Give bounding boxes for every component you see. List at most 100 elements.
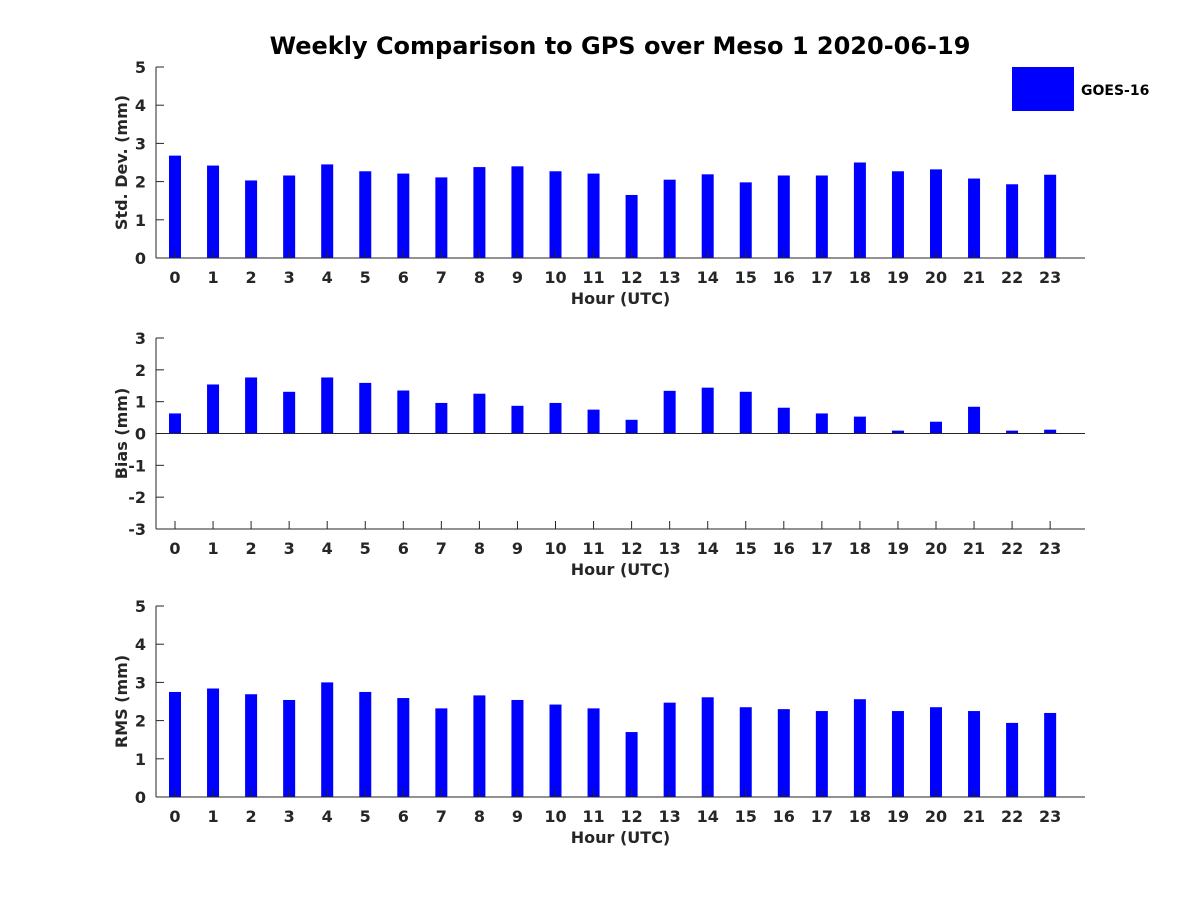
y-tick-label-std-4: 4 bbox=[135, 96, 146, 115]
x-tick-label-rms-6: 6 bbox=[398, 807, 409, 826]
bar-rms-hour-1 bbox=[207, 688, 220, 797]
bar-bias-hour-8 bbox=[473, 393, 486, 434]
x-tick-label-bias-15: 15 bbox=[735, 539, 757, 558]
bar-std-hour-20 bbox=[930, 169, 942, 258]
x-tick-label-rms-18: 18 bbox=[849, 807, 871, 826]
bar-bias-hour-6 bbox=[397, 390, 410, 434]
legend: GOES-16 bbox=[1012, 67, 1149, 111]
y-tick-label-bias-0: -3 bbox=[128, 520, 146, 539]
bar-bias-hour-20 bbox=[930, 421, 942, 434]
x-tick-label-rms-19: 19 bbox=[887, 807, 909, 826]
y-tick-label-bias-5: 2 bbox=[135, 361, 146, 380]
x-tick-label-bias-6: 6 bbox=[398, 539, 409, 558]
bar-rms-hour-21 bbox=[968, 711, 981, 797]
x-tick-label-std-13: 13 bbox=[659, 268, 681, 287]
bar-rms-hour-12 bbox=[625, 732, 638, 797]
chart-title: Weekly Comparison to GPS over Meso 1 202… bbox=[270, 32, 971, 60]
y-tick-label-rms-5: 5 bbox=[135, 597, 146, 616]
x-tick-label-std-23: 23 bbox=[1039, 268, 1061, 287]
x-tick-label-std-0: 0 bbox=[169, 268, 180, 287]
x-tick-label-bias-4: 4 bbox=[322, 539, 333, 558]
x-tick-label-rms-22: 22 bbox=[1001, 807, 1023, 826]
bar-bias-hour-22 bbox=[1006, 430, 1019, 434]
bar-std-hour-7 bbox=[435, 177, 448, 258]
bar-std-hour-8 bbox=[473, 167, 486, 258]
y-tick-label-rms-0: 0 bbox=[135, 788, 146, 807]
x-tick-label-bias-21: 21 bbox=[963, 539, 985, 558]
x-tick-label-bias-3: 3 bbox=[284, 539, 295, 558]
x-tick-label-rms-15: 15 bbox=[735, 807, 757, 826]
y-axis-label-bias: Bias (mm) bbox=[112, 388, 131, 480]
y-tick-label-bias-1: -2 bbox=[128, 488, 146, 507]
bar-rms-hour-14 bbox=[701, 697, 714, 797]
y-tick-label-bias-2: -1 bbox=[128, 456, 146, 475]
bar-std-hour-0 bbox=[169, 155, 181, 258]
bar-std-hour-14 bbox=[701, 174, 714, 258]
x-tick-label-bias-8: 8 bbox=[474, 539, 485, 558]
bar-rms-hour-7 bbox=[435, 708, 448, 797]
y-tick-label-std-2: 2 bbox=[135, 173, 146, 192]
bar-std-hour-22 bbox=[1006, 184, 1019, 258]
x-tick-label-bias-5: 5 bbox=[360, 539, 371, 558]
x-tick-label-std-6: 6 bbox=[398, 268, 409, 287]
bar-bias-hour-14 bbox=[701, 387, 714, 434]
bar-std-hour-19 bbox=[891, 171, 904, 258]
bar-bias-hour-13 bbox=[663, 390, 676, 434]
y-tick-label-rms-1: 1 bbox=[135, 750, 146, 769]
bar-std-hour-2 bbox=[245, 180, 258, 258]
x-tick-label-std-22: 22 bbox=[1001, 268, 1023, 287]
legend-swatch-goes16 bbox=[1012, 67, 1074, 111]
bar-bias-hour-0 bbox=[169, 413, 181, 434]
bar-rms-hour-19 bbox=[891, 711, 904, 797]
bar-bias-hour-11 bbox=[587, 409, 600, 434]
x-tick-label-rms-7: 7 bbox=[436, 807, 447, 826]
bar-std-hour-5 bbox=[359, 171, 372, 258]
bar-bias-hour-12 bbox=[625, 419, 638, 434]
bar-std-hour-12 bbox=[625, 194, 638, 258]
x-tick-label-rms-4: 4 bbox=[322, 807, 333, 826]
x-tick-label-std-5: 5 bbox=[360, 268, 371, 287]
x-tick-label-rms-5: 5 bbox=[360, 807, 371, 826]
bar-std-hour-21 bbox=[968, 178, 981, 258]
bar-rms-hour-10 bbox=[549, 704, 562, 797]
x-tick-label-bias-22: 22 bbox=[1001, 539, 1023, 558]
bar-bias-hour-4 bbox=[321, 377, 334, 434]
y-axis-label-std: Std. Dev. (mm) bbox=[112, 95, 131, 230]
bar-bias-hour-2 bbox=[245, 377, 258, 434]
bar-std-hour-23 bbox=[1044, 174, 1057, 258]
bar-bias-hour-10 bbox=[549, 402, 562, 434]
x-tick-label-bias-0: 0 bbox=[169, 539, 180, 558]
x-tick-label-bias-18: 18 bbox=[849, 539, 871, 558]
x-tick-label-std-16: 16 bbox=[773, 268, 795, 287]
y-tick-label-bias-4: 1 bbox=[135, 393, 146, 412]
bar-std-hour-4 bbox=[321, 164, 334, 258]
x-tick-label-bias-9: 9 bbox=[512, 539, 523, 558]
x-tick-label-bias-19: 19 bbox=[887, 539, 909, 558]
bar-std-hour-13 bbox=[663, 179, 676, 258]
y-tick-label-std-3: 3 bbox=[135, 134, 146, 153]
y-tick-label-std-1: 1 bbox=[135, 211, 146, 230]
x-tick-label-rms-13: 13 bbox=[659, 807, 681, 826]
x-axis-label-std: Hour (UTC) bbox=[571, 289, 671, 308]
x-tick-label-std-14: 14 bbox=[697, 268, 719, 287]
x-tick-label-rms-1: 1 bbox=[207, 807, 218, 826]
bar-bias-hour-21 bbox=[968, 406, 981, 434]
x-tick-label-bias-20: 20 bbox=[925, 539, 947, 558]
x-tick-label-std-10: 10 bbox=[544, 268, 566, 287]
bar-bias-hour-5 bbox=[359, 382, 372, 434]
bar-bias-hour-17 bbox=[815, 413, 828, 434]
bar-rms-hour-0 bbox=[169, 691, 181, 797]
x-tick-label-bias-12: 12 bbox=[620, 539, 642, 558]
x-tick-label-std-4: 4 bbox=[322, 268, 333, 287]
x-tick-label-rms-21: 21 bbox=[963, 807, 985, 826]
y-tick-label-bias-6: 3 bbox=[135, 329, 146, 348]
bar-std-hour-16 bbox=[777, 175, 790, 258]
bar-rms-hour-17 bbox=[815, 711, 828, 797]
bar-bias-hour-23 bbox=[1044, 429, 1057, 434]
bar-rms-hour-3 bbox=[283, 699, 296, 797]
bar-rms-hour-15 bbox=[739, 707, 752, 797]
x-tick-label-rms-23: 23 bbox=[1039, 807, 1061, 826]
x-tick-label-bias-1: 1 bbox=[207, 539, 218, 558]
